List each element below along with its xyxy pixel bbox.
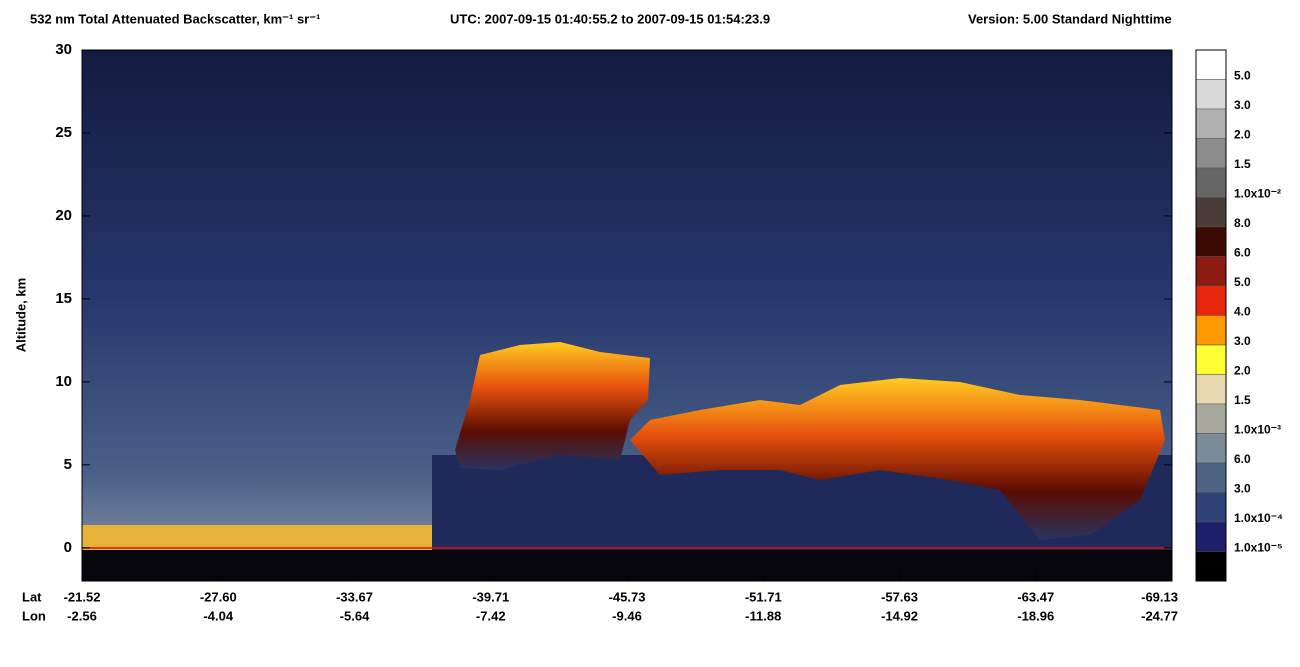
colorbar-segment — [1195, 403, 1227, 434]
lat-label: -39.71 — [472, 589, 509, 604]
y-tick-label: 10 — [55, 373, 72, 390]
colorbar-label: 4.0 — [1234, 305, 1251, 319]
curtain — [81, 49, 1173, 582]
lat-label: -27.60 — [200, 589, 237, 604]
lat-label: -51.71 — [745, 589, 782, 604]
chart-title: 532 nm Total Attenuated Backscatter, km⁻… — [30, 11, 320, 26]
colorbar-segment — [1195, 315, 1227, 346]
lat-label: -57.63 — [881, 589, 918, 604]
lon-label: -2.56 — [67, 608, 97, 623]
colorbar-segment — [1195, 344, 1227, 375]
lon-label: -24.77 — [1141, 608, 1178, 623]
cloud-anvil — [630, 378, 1165, 540]
colorbar-segment — [1195, 49, 1227, 80]
colorbar-label: 3.0 — [1234, 98, 1251, 112]
lon-label: -4.04 — [203, 608, 233, 623]
utc-range: UTC: 2007-09-15 01:40:55.2 to 2007-09-15… — [450, 11, 770, 26]
y-tick-label: 0 — [64, 539, 72, 556]
colorbar-label: 8.0 — [1234, 216, 1251, 230]
y-tick-label: 20 — [55, 207, 72, 224]
lat-row-label: Lat — [22, 589, 42, 604]
colorbar-segment — [1195, 492, 1227, 523]
colorbar-label: 2.0 — [1234, 364, 1251, 378]
colorbar-segment — [1195, 226, 1227, 257]
lat-label: -69.13 — [1141, 589, 1178, 604]
colorbar-label: 1.0x10⁻² — [1234, 187, 1281, 201]
lon-label: -11.88 — [745, 608, 781, 623]
colorbar-label: 3.0 — [1234, 334, 1251, 348]
colorbar-label: 1.0x10⁻⁴ — [1234, 511, 1283, 525]
colorbar-label: 5.0 — [1234, 69, 1251, 83]
colorbar-segment — [1195, 374, 1227, 405]
y-axis-label: Altitude, km — [13, 278, 28, 352]
y-tick-label: 15 — [55, 290, 72, 307]
colorbar-segment — [1195, 197, 1227, 228]
colorbar-segment — [1195, 256, 1227, 287]
colorbar-label: 2.0 — [1234, 128, 1251, 142]
lon-label: -14.92 — [881, 608, 918, 623]
colorbar-label: 3.0 — [1234, 482, 1251, 496]
colorbar-segment — [1195, 138, 1227, 169]
colorbar-frame — [1195, 49, 1227, 582]
lon-row-label: Lon — [22, 608, 46, 623]
lon-label: -9.46 — [612, 608, 642, 623]
lat-label: -63.47 — [1017, 589, 1054, 604]
colorbar-segment — [1195, 108, 1227, 139]
lat-label: -33.67 — [336, 589, 373, 604]
colorbar-segment — [1195, 433, 1227, 464]
colorbar-label: 1.0x10⁻⁵ — [1234, 541, 1283, 555]
lon-label: -5.64 — [340, 608, 370, 623]
colorbar-segment — [1195, 285, 1227, 316]
colorbar-segment — [1195, 462, 1227, 493]
colorbar-label: 6.0 — [1234, 452, 1251, 466]
lat-label: -21.52 — [64, 589, 101, 604]
colorbar-segment — [1195, 551, 1227, 582]
colorbar-segment — [1195, 521, 1227, 552]
lat-label: -45.73 — [609, 589, 646, 604]
colorbar-label: 5.0 — [1234, 275, 1251, 289]
colorbar-segment — [1195, 79, 1227, 110]
y-tick-label: 5 — [64, 456, 72, 473]
colorbar-label: 6.0 — [1234, 246, 1251, 260]
colorbar-label: 1.5 — [1234, 157, 1251, 171]
lon-label: -18.96 — [1017, 608, 1054, 623]
version: Version: 5.00 Standard Nighttime — [968, 11, 1172, 26]
colorbar-label: 1.5 — [1234, 393, 1251, 407]
colorbar-label: 1.0x10⁻³ — [1234, 423, 1281, 437]
cloud-deep-convection — [455, 342, 650, 470]
y-tick-label: 30 — [55, 41, 72, 58]
lon-label: -7.42 — [476, 608, 506, 623]
colorbar-segment — [1195, 167, 1227, 198]
y-tick-label: 25 — [55, 124, 72, 141]
boundary-layer — [82, 525, 432, 550]
